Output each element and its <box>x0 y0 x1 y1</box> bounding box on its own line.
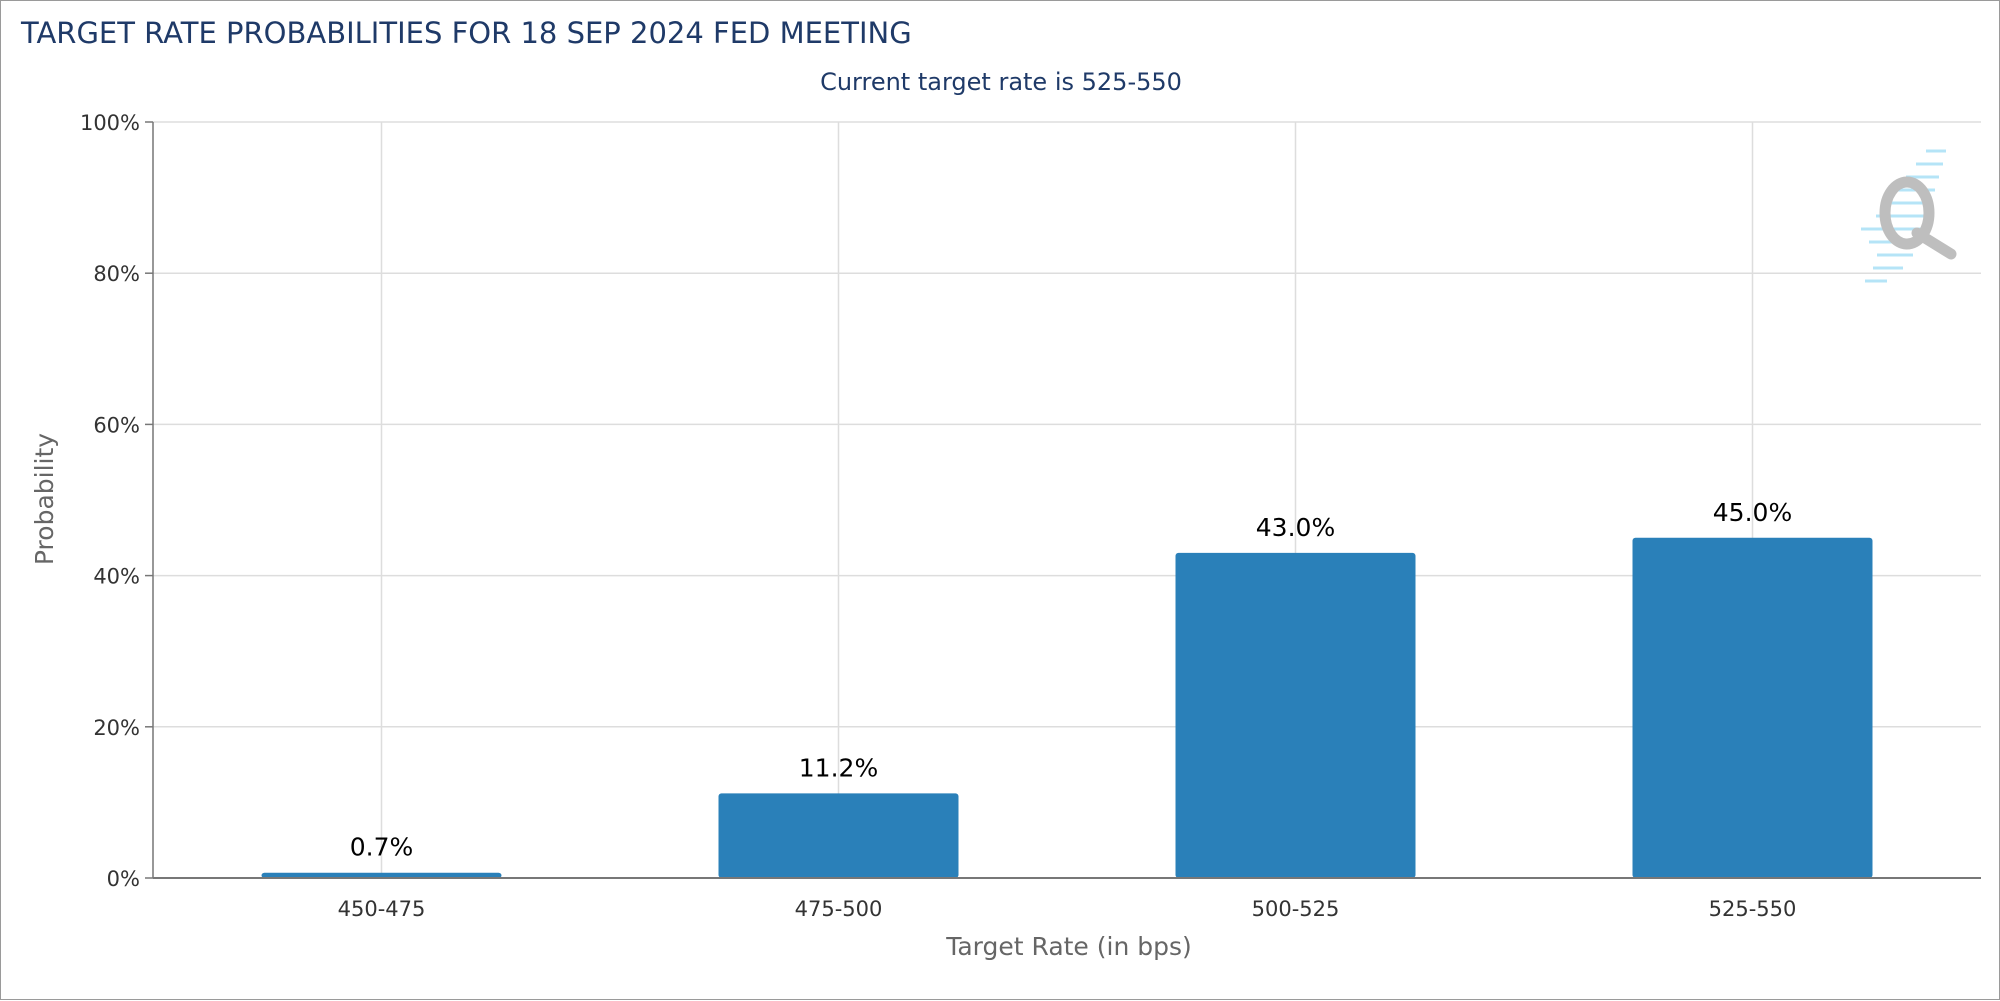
data-label: 0.7% <box>350 833 414 862</box>
x-tick-label: 450-475 <box>338 897 426 921</box>
bar-450-475 <box>261 872 502 878</box>
q-logo-icon <box>1861 149 1957 283</box>
y-tick-label: 100% <box>80 111 140 135</box>
y-tick-label: 40% <box>93 565 140 589</box>
x-axis-title: Target Rate (in bps) <box>945 932 1192 961</box>
y-tick-label: 60% <box>93 413 140 437</box>
labels-layer: 0% 20% 40% 60% 80% 100% 0.7% 450-475 11.2% 475-50… <box>80 111 1796 921</box>
chart-subtitle: Current target rate is 525-550 <box>820 68 1182 96</box>
bar-475-500 <box>718 793 959 878</box>
data-label: 43.0% <box>1256 513 1335 542</box>
data-label: 11.2% <box>799 753 878 782</box>
chart-title: TARGET RATE PROBABILITIES FOR 18 SEP 202… <box>20 16 912 50</box>
y-axis-title: Probability <box>30 433 59 565</box>
x-tick-label: 525-550 <box>1709 897 1797 921</box>
bar-525-550 <box>1632 537 1873 878</box>
y-tick-label: 20% <box>93 716 140 740</box>
bars-layer <box>261 537 1873 878</box>
bar-500-525 <box>1175 552 1416 878</box>
x-tick-label: 475-500 <box>795 897 883 921</box>
y-tick-label: 0% <box>107 867 140 891</box>
x-tick-label: 500-525 <box>1252 897 1340 921</box>
axis-layer <box>145 121 1981 879</box>
y-tick-label: 80% <box>93 262 140 286</box>
data-label: 45.0% <box>1713 498 1792 527</box>
